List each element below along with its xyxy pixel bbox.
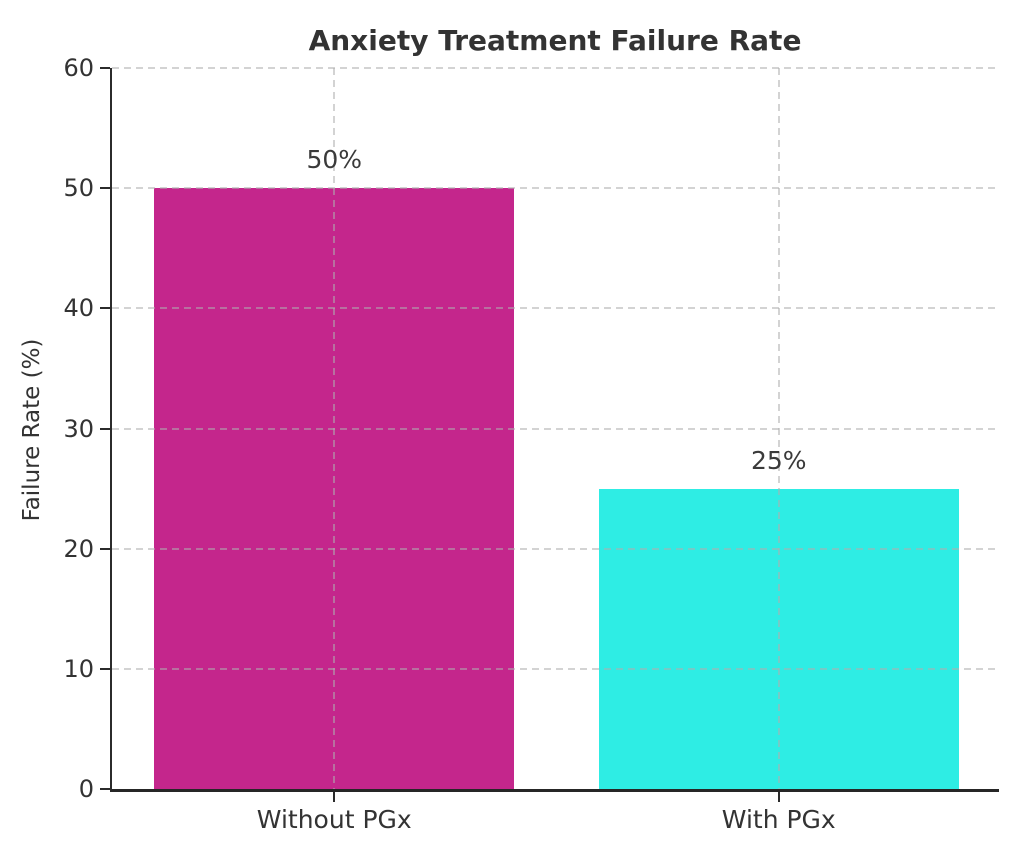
y-axis-label: Failure Rate (%)	[19, 338, 45, 522]
xtick-label-with-pgx: With PGx	[721, 805, 836, 834]
ytick-mark-20	[100, 547, 110, 550]
ytick-label-20: 20	[63, 534, 94, 563]
ytick-label-50: 50	[63, 174, 94, 203]
gridline-y-60	[112, 67, 999, 69]
ytick-label-0: 0	[78, 775, 94, 803]
ytick-label-30: 30	[63, 414, 94, 443]
ytick-label-40: 40	[63, 294, 94, 323]
ytick-label-60: 60	[63, 54, 94, 82]
value-label-without-pgx: 50%	[306, 145, 363, 175]
ytick-mark-50	[100, 187, 110, 190]
bar-with-pgx	[598, 488, 959, 789]
plot-area: 0 10 20 30 40 50 60 Without PGx 50% With PGx 25%	[63, 54, 999, 834]
xtick-mark-with-pgx	[777, 792, 780, 802]
ytick-mark-10	[100, 667, 110, 670]
xtick-mark-without-pgx	[333, 792, 336, 802]
ytick-label-10: 10	[63, 654, 94, 683]
xtick-label-without-pgx: Without PGx	[256, 805, 412, 834]
ytick-mark-60	[100, 67, 110, 69]
ytick-mark-40	[100, 307, 110, 310]
value-label-with-pgx: 25%	[750, 445, 807, 475]
ytick-mark-30	[100, 427, 110, 430]
bar-without-pgx	[154, 188, 515, 789]
ytick-mark-0	[100, 788, 110, 790]
chart-title: Anxiety Treatment Failure Rate	[308, 24, 802, 57]
